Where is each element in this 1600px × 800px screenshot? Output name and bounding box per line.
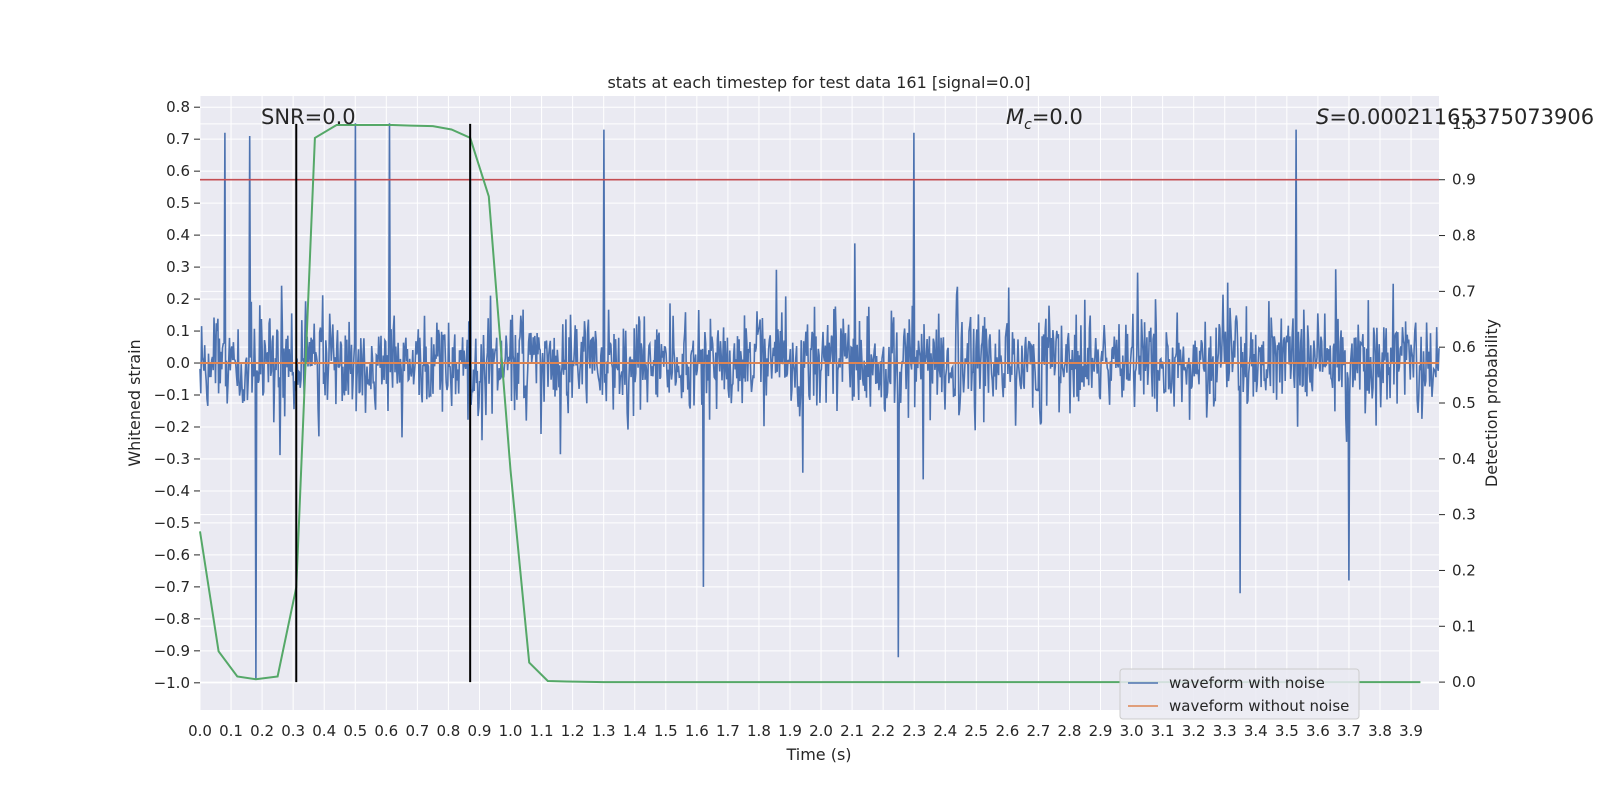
x-tick-label: 3.6 (1306, 722, 1330, 740)
s-symbol: S (1316, 105, 1329, 129)
x-axis-label: Time (s) (785, 745, 851, 764)
y-tick-label: 0.7 (166, 130, 190, 148)
series-waveform-with-noise (199, 123, 1440, 680)
x-tick-label: 3.2 (1182, 722, 1206, 740)
s-annotation: S=0.00021165375073906 (1316, 105, 1594, 129)
x-tick-label: 2.2 (871, 722, 895, 740)
x-tick-label: 2.8 (1058, 722, 1082, 740)
mc-value: =0.0 (1032, 105, 1083, 129)
x-tick-label: 3.7 (1337, 722, 1361, 740)
y-tick-label: 0.1 (166, 322, 190, 340)
x-tick-label: 0.0 (188, 722, 212, 740)
x-tick-label: 2.4 (933, 722, 957, 740)
x-tick-label: 0.6 (374, 722, 398, 740)
y2-axis-label: Detection probability (1482, 319, 1501, 487)
y2-tick-label: 1.0 (1452, 115, 1476, 133)
y-tick-label: −0.9 (154, 642, 190, 660)
x-tick-label: 1.1 (530, 722, 554, 740)
x-tick-label: 3.1 (1151, 722, 1175, 740)
x-tick-label: 0.8 (436, 722, 460, 740)
y-tick-label: −0.2 (154, 418, 190, 436)
y-tick-label: −0.6 (154, 546, 190, 564)
x-tick-label: 2.9 (1089, 722, 1113, 740)
x-tick-label: 0.3 (281, 722, 305, 740)
x-tick-label: 1.7 (716, 722, 740, 740)
y-tick-label: −0.7 (154, 578, 190, 596)
legend-label-clean: waveform without noise (1169, 697, 1349, 715)
y2-tick-label: 0.2 (1452, 561, 1476, 579)
x-tick-label: 1.9 (778, 722, 802, 740)
s-value: =0.00021165375073906 (1329, 105, 1594, 129)
x-tick-label: 0.1 (219, 722, 243, 740)
x-tick-labels: 0.0 0.1 0.2 0.3 0.4 0.5 0.6 0.7 0.8 0.9 1.0 1.1 1.2 1… (188, 722, 1423, 740)
y-tick-label: −0.3 (154, 450, 190, 468)
x-tick-label: 2.1 (840, 722, 864, 740)
y2-tick-labels: 1.0 0.9 0.8 0.7 0.6 0.5 0.4 0.3 0.2 0.1 0.0 (1439, 115, 1476, 691)
x-tick-label: 3.0 (1120, 722, 1144, 740)
x-tick-label: 2.6 (995, 722, 1019, 740)
noisy-waveform-path (199, 123, 1440, 680)
x-tick-label: 3.3 (1213, 722, 1237, 740)
x-tick-label: 2.3 (902, 722, 926, 740)
x-tick-label: 3.5 (1275, 722, 1299, 740)
x-tick-label: 0.5 (343, 722, 367, 740)
y-tick-label: 0.2 (166, 290, 190, 308)
x-tick-label: 2.0 (809, 722, 833, 740)
y-tick-label: 0.5 (166, 194, 190, 212)
y-tick-label: −1.0 (154, 674, 190, 692)
x-tick-label: 1.4 (623, 722, 647, 740)
y2-tick-label: 0.6 (1452, 338, 1476, 356)
x-tick-label: 3.4 (1244, 722, 1268, 740)
x-tick-label: 2.7 (1026, 722, 1050, 740)
y2-tick-label: 0.1 (1452, 617, 1476, 635)
chart-title: stats at each timestep for test data 161… (607, 73, 1030, 92)
x-tick-label: 1.0 (499, 722, 523, 740)
y-tick-label: −0.5 (154, 514, 190, 532)
y-tick-label: −0.8 (154, 610, 190, 628)
x-tick-label: 2.5 (964, 722, 988, 740)
y-tick-label: 0.4 (166, 226, 190, 244)
y2-tick-label: 0.3 (1452, 506, 1476, 524)
y-tick-label: 0.6 (166, 162, 190, 180)
y2-tick-label: 0.4 (1452, 450, 1476, 468)
y-tick-label: 0.0 (166, 354, 190, 372)
snr-annotation: SNR=0.0 (261, 105, 356, 129)
y2-tick-label: 0.9 (1452, 171, 1476, 189)
y-tick-label: 0.8 (166, 98, 190, 116)
y-tick-label: −0.1 (154, 386, 190, 404)
y2-tick-label: 0.8 (1452, 227, 1476, 245)
legend: waveform with noise waveform without noi… (1119, 668, 1360, 720)
x-tick-label: 3.9 (1399, 722, 1423, 740)
x-tick-label: 1.2 (561, 722, 585, 740)
legend-box (1119, 668, 1360, 720)
y2-tick-label: 0.7 (1452, 282, 1476, 300)
x-tick-label: 0.4 (312, 722, 336, 740)
y-tick-label: 0.3 (166, 258, 190, 276)
mc-annotation: Mc=0.0 (1006, 105, 1083, 133)
x-tick-label: 1.3 (592, 722, 616, 740)
x-tick-label: 0.7 (405, 722, 429, 740)
x-tick-label: 1.8 (747, 722, 771, 740)
y-axis-label: Whitened strain (125, 339, 144, 466)
x-tick-label: 0.2 (250, 722, 274, 740)
x-tick-label: 0.9 (468, 722, 492, 740)
y-tick-label: −0.4 (154, 482, 190, 500)
reference-and-series-lines (199, 123, 1439, 684)
x-tick-label: 3.8 (1368, 722, 1392, 740)
y-tick-labels: 0.8 0.7 0.6 0.5 0.4 0.3 0.2 0.1 0.0 −0.1 −0.2 −0.3 −… (154, 98, 200, 692)
detection-probability-line (199, 124, 1421, 684)
mc-subscript: c (1024, 117, 1032, 133)
y2-tick-label: 0.5 (1452, 394, 1476, 412)
x-tick-label: 1.6 (685, 722, 709, 740)
legend-label-noisy: waveform with noise (1169, 674, 1325, 692)
x-tick-label: 1.5 (654, 722, 678, 740)
y2-tick-label: 0.0 (1452, 673, 1476, 691)
mc-symbol: M (1006, 105, 1024, 129)
